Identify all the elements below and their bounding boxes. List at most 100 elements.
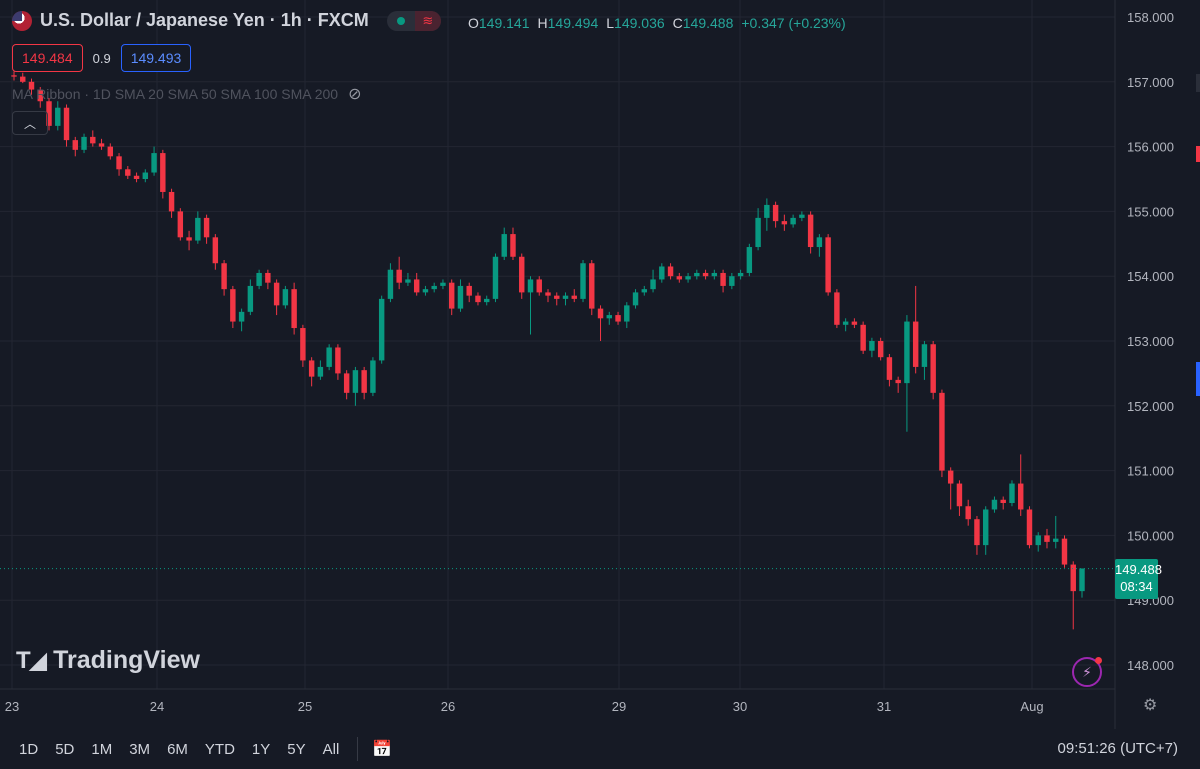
candle <box>982 506 989 555</box>
candle-body <box>947 470 954 484</box>
candle <box>361 366 367 400</box>
candle-body <box>764 204 770 218</box>
candle <box>947 467 954 510</box>
clock[interactable]: 09:51:26 (UTC+7) <box>1057 740 1178 757</box>
candle <box>772 201 779 228</box>
candle <box>816 234 823 257</box>
candle <box>842 318 849 332</box>
candle <box>729 272 735 290</box>
candle-body <box>440 282 446 286</box>
close-value: 149.488 <box>682 15 734 31</box>
candle <box>256 269 262 290</box>
buy-button[interactable]: 149.493 <box>120 44 192 72</box>
candle-body <box>125 169 131 176</box>
candle-body <box>746 247 753 273</box>
candle <box>930 341 936 400</box>
candle-body <box>641 289 648 293</box>
candle-body <box>352 370 359 393</box>
price-tick-label: 153.000 <box>1127 334 1174 349</box>
candle-body <box>877 341 884 358</box>
candle-body <box>370 360 376 393</box>
collapse-legend-button[interactable]: ︿ <box>12 111 48 135</box>
low-value: 149.036 <box>614 15 665 31</box>
candle <box>195 211 201 244</box>
candle <box>46 98 52 131</box>
calendar-range-icon[interactable]: 📅 <box>372 741 393 758</box>
candle-body <box>422 289 429 293</box>
candle-body <box>273 282 280 306</box>
candle-body <box>133 175 140 179</box>
candle-body <box>1018 483 1024 510</box>
timeframe-1d[interactable]: 1D <box>19 740 39 758</box>
timeframe-all[interactable]: All <box>322 740 340 758</box>
candle-body <box>484 298 490 303</box>
candle-body <box>632 292 639 306</box>
high-value: 149.494 <box>547 15 599 31</box>
timeframe-ytd[interactable]: YTD <box>204 740 235 758</box>
candle-body <box>343 373 350 393</box>
candle-body <box>799 214 805 218</box>
candle <box>921 341 928 380</box>
candle <box>107 143 114 160</box>
symbol-title[interactable]: U.S. Dollar / Japanese Yen · 1h · FXCM <box>40 10 369 30</box>
candle <box>694 269 700 280</box>
candles <box>11 71 1085 630</box>
sell-button[interactable]: 149.484 <box>12 44 83 72</box>
candle <box>90 130 96 147</box>
candle <box>11 71 17 81</box>
high-label: H <box>537 15 548 31</box>
buy-marker <box>1196 362 1200 396</box>
price-tick-label: 157.000 <box>1127 75 1174 90</box>
candle-body <box>912 321 919 367</box>
quote-buttons: 149.484 0.9 149.493 <box>12 44 192 72</box>
candle-body <box>378 298 385 361</box>
candle <box>370 357 376 397</box>
candle <box>685 272 691 283</box>
candle <box>536 276 542 296</box>
candle <box>37 86 43 108</box>
candle <box>554 292 560 306</box>
last-price-tag: 149.488 08:34 <box>1115 559 1162 599</box>
change-value: +0.347 (+0.23%) <box>741 15 846 31</box>
candle <box>615 311 621 325</box>
candle <box>667 263 674 280</box>
tradingview-logo: T◢ TradingView <box>16 646 200 675</box>
candle <box>895 376 901 393</box>
indicator-legend[interactable]: MA Ribbon · 1D SMA 20 SMA 50 SMA 100 SMA… <box>12 84 361 104</box>
sell-marker <box>1196 146 1200 162</box>
candle <box>781 214 788 231</box>
candle <box>81 133 87 154</box>
candle-body <box>457 285 464 309</box>
market-status[interactable]: ≋ <box>386 10 441 31</box>
logo-text: TradingView <box>53 646 200 674</box>
candle <box>1053 515 1059 549</box>
time-tick-label: Aug <box>1020 699 1043 714</box>
timeframe-1y[interactable]: 1Y <box>251 740 271 758</box>
price-tick-label: 158.000 <box>1127 10 1174 25</box>
candle-body <box>405 279 411 283</box>
candle-body <box>72 140 78 150</box>
candle-body <box>737 272 744 277</box>
timeframe-5d[interactable]: 5D <box>55 740 75 758</box>
candle <box>378 295 385 364</box>
timeframe-5y[interactable]: 5Y <box>287 740 306 758</box>
candle <box>580 260 586 303</box>
candle <box>624 302 630 329</box>
time-tick-label: 30 <box>733 699 747 714</box>
timeframe-3m[interactable]: 3M <box>129 740 151 758</box>
timeframe-1m[interactable]: 1M <box>91 740 113 758</box>
market-open-icon <box>387 11 415 31</box>
candle-body <box>615 315 621 322</box>
candle-body <box>904 321 910 384</box>
candle <box>168 188 175 218</box>
hidden-eye-icon[interactable]: ⊘ <box>348 86 362 103</box>
candle <box>431 282 437 293</box>
candle-body <box>238 311 245 322</box>
timeframe-6m[interactable]: 6M <box>167 740 188 758</box>
bolt-icon[interactable]: ⚡ <box>1072 657 1102 687</box>
gear-icon[interactable]: ⚙ <box>1143 697 1158 714</box>
candle-body <box>886 357 893 380</box>
candle-body <box>659 266 665 280</box>
candle-body <box>142 172 149 179</box>
candle-body <box>720 272 726 286</box>
